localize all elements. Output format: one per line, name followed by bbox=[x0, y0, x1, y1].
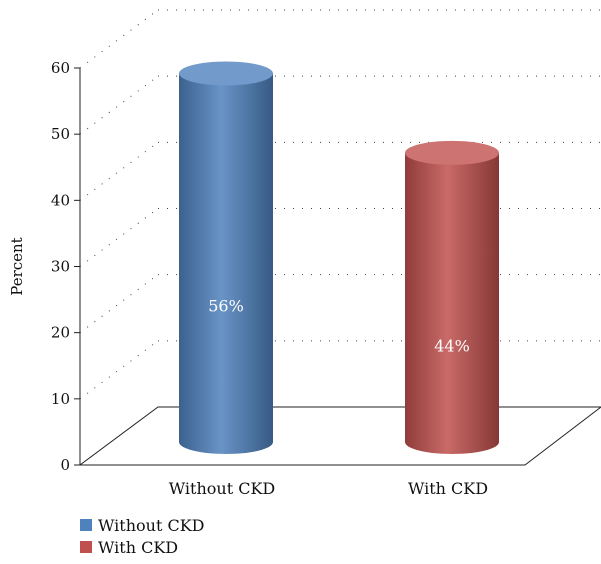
gridline-diagonal bbox=[79, 208, 159, 267]
bar-top bbox=[179, 61, 273, 86]
legend-item-without-ckd: Without CKD bbox=[80, 514, 205, 536]
gridline-diagonal bbox=[79, 340, 159, 400]
labels: 0 10 20 30 40 50 60 Percent 56% Without CKD 44% Wit… bbox=[8, 59, 488, 498]
y-tick-label: 10 bbox=[51, 390, 70, 408]
x-tick-label: With CKD bbox=[408, 479, 488, 498]
y-tick-label: 40 bbox=[51, 191, 70, 209]
y-tick-label: 20 bbox=[51, 324, 70, 342]
legend: Without CKD With CKD bbox=[80, 514, 205, 558]
gridline-diagonal bbox=[79, 274, 159, 334]
floor-plane bbox=[78, 406, 601, 466]
legend-swatch-without-ckd bbox=[80, 519, 92, 531]
y-tick-label: 60 bbox=[51, 59, 70, 77]
legend-label-without-ckd: Without CKD bbox=[98, 515, 205, 535]
legend-label-with-ckd: With CKD bbox=[98, 537, 179, 557]
y-tick-label: 0 bbox=[60, 456, 70, 474]
axes bbox=[74, 67, 81, 466]
chart-floor bbox=[78, 406, 601, 466]
bar-body bbox=[405, 152, 499, 454]
gridline-diagonal bbox=[79, 75, 159, 135]
x-tick-label: Without CKD bbox=[169, 479, 276, 498]
data-label: 56% bbox=[208, 297, 244, 316]
y-axis-title: Percent bbox=[8, 237, 26, 295]
bar-body bbox=[179, 73, 273, 454]
data-label: 44% bbox=[434, 336, 470, 355]
bars bbox=[179, 61, 499, 454]
bar-with-ckd bbox=[405, 140, 499, 454]
gridline-diagonal bbox=[79, 9, 159, 69]
bar-top bbox=[405, 140, 499, 165]
y-tick-label: 30 bbox=[51, 258, 70, 276]
legend-swatch-with-ckd bbox=[80, 541, 92, 553]
bar-without-ckd bbox=[179, 61, 273, 454]
gridline-diagonal bbox=[79, 141, 159, 201]
gridlines bbox=[79, 9, 601, 400]
y-tick-label: 50 bbox=[51, 125, 70, 143]
legend-item-with-ckd: With CKD bbox=[80, 536, 205, 558]
